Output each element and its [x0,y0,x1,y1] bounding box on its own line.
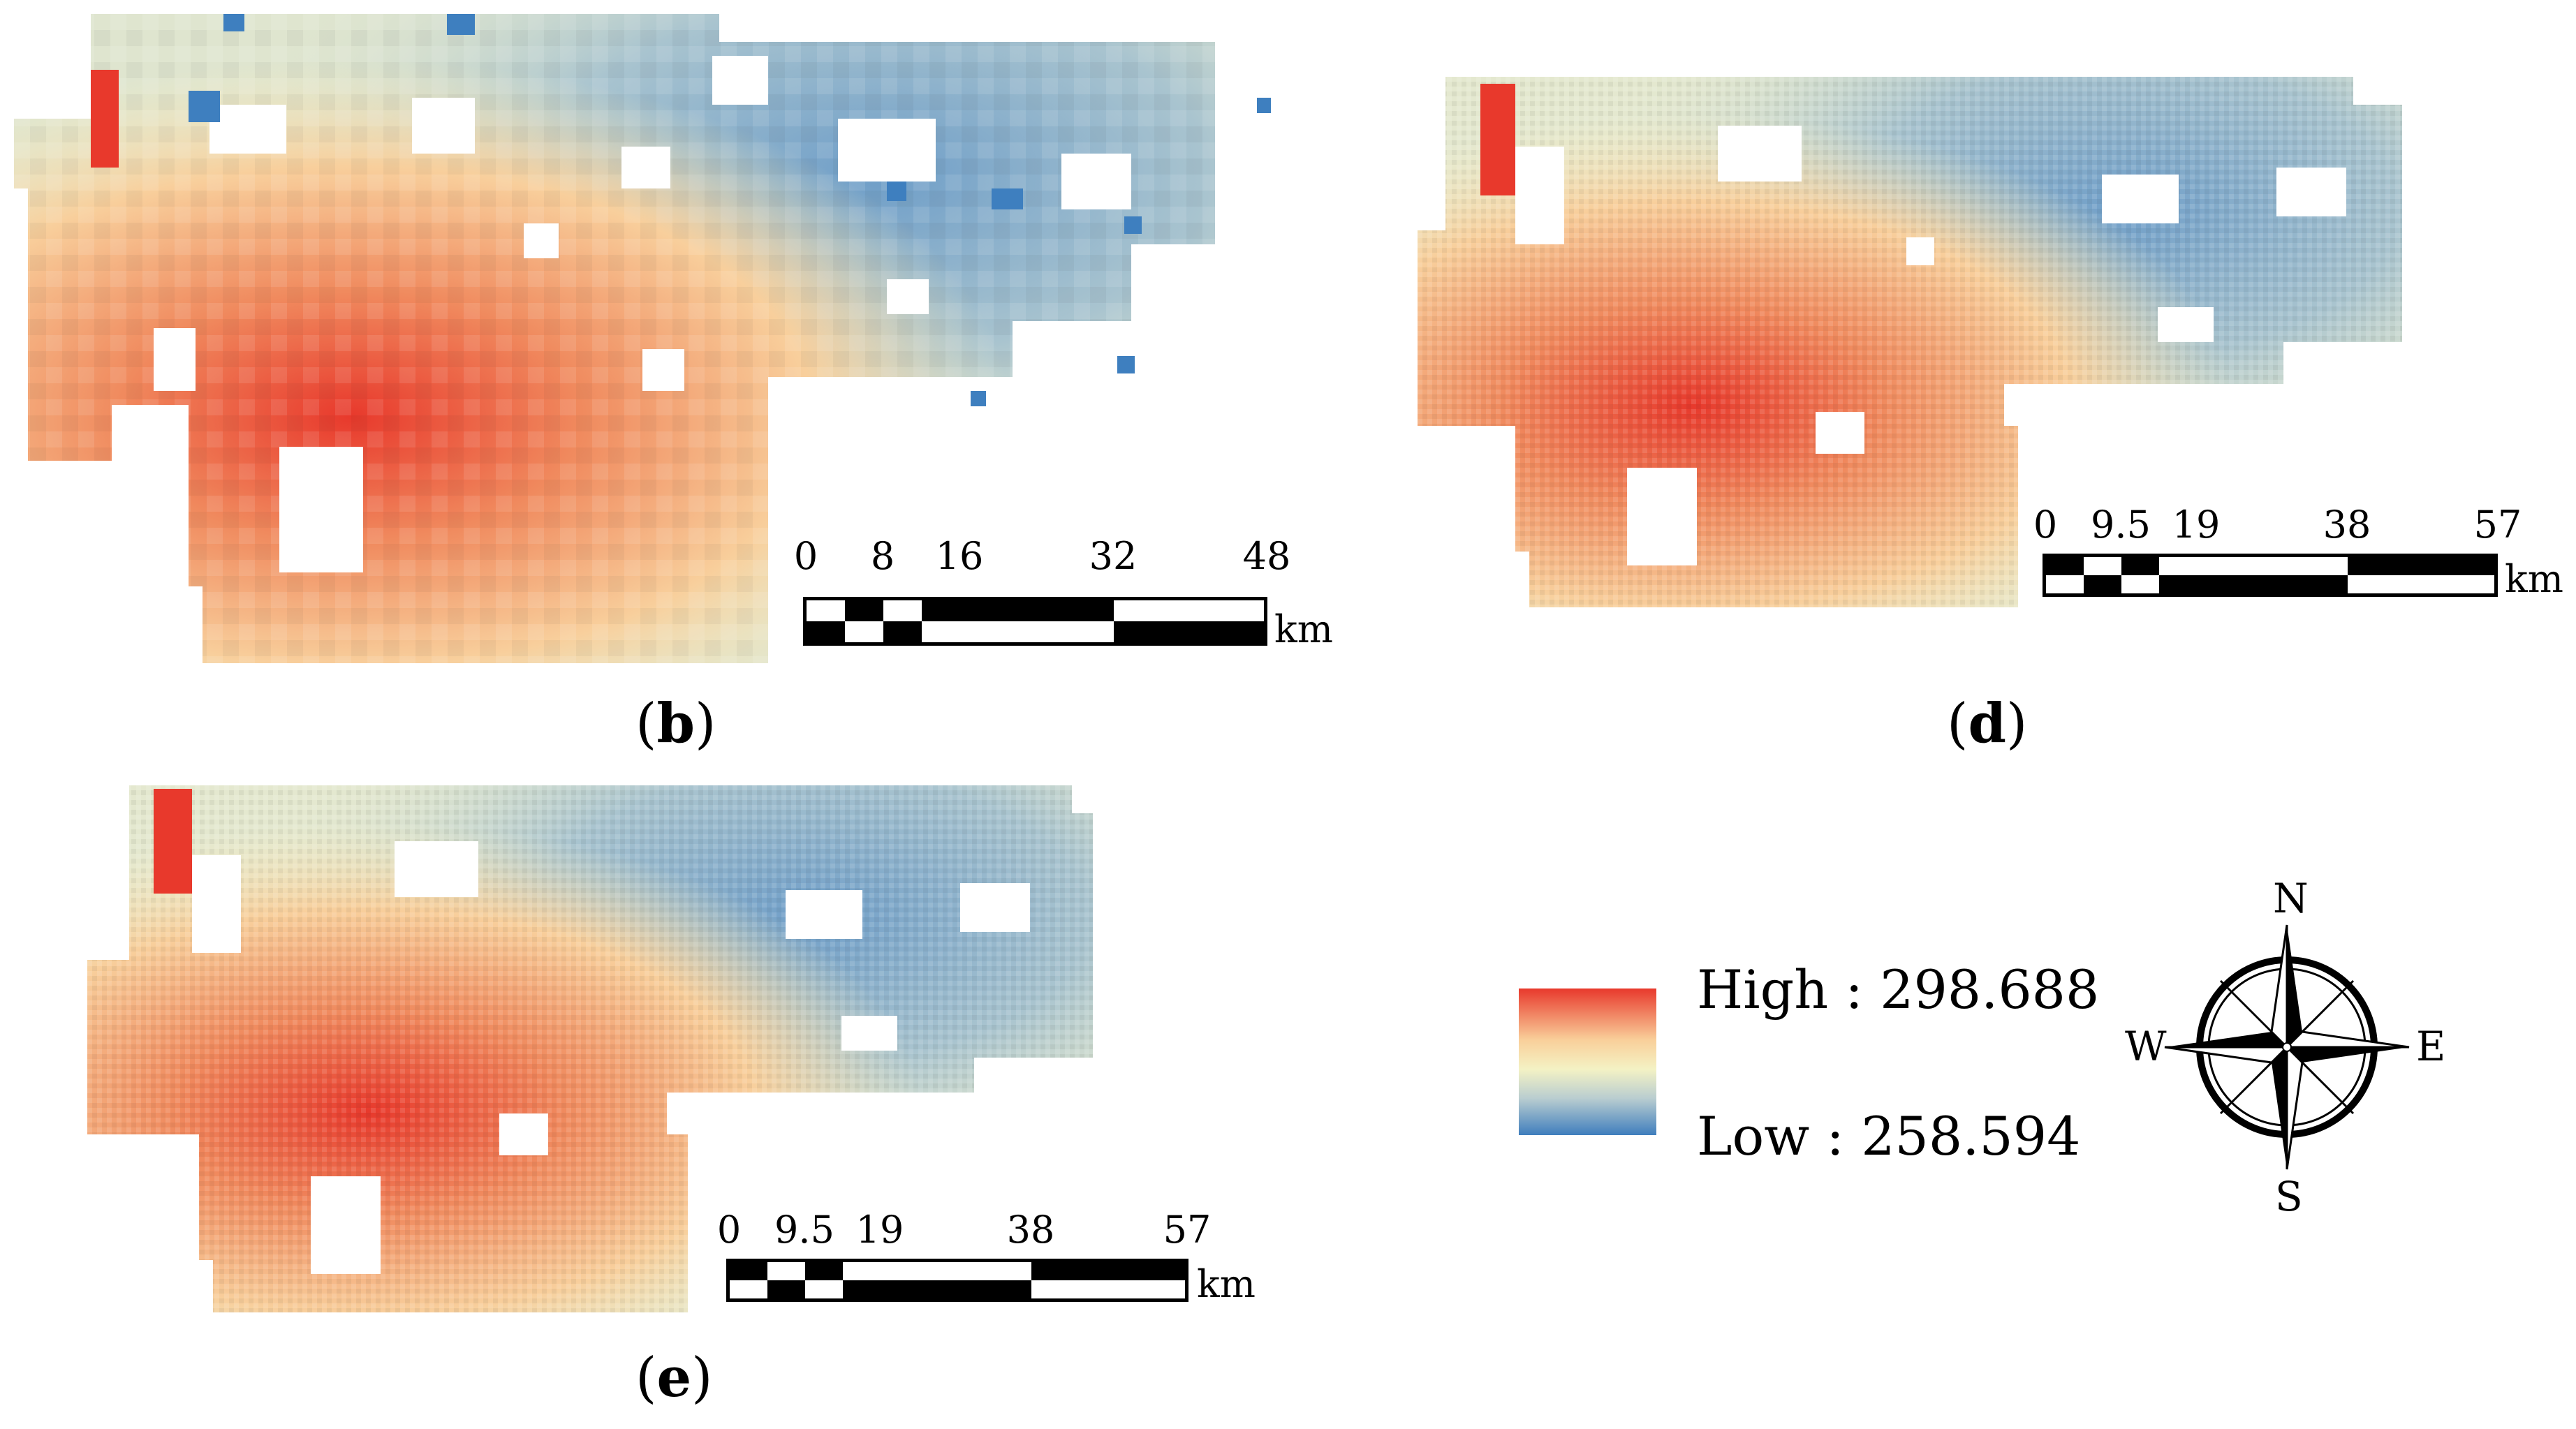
raster-map-e [87,785,1093,1312]
scale-unit: km [1197,1262,1256,1306]
scale-bar-e: 0 9.5 19 38 57 km [717,1208,1257,1316]
scale-tick: 0 [2033,503,2058,547]
scale-tick: 57 [1163,1208,1212,1252]
scale-bar-graphic [2043,554,2498,597]
panel-label-d: (d) [1947,692,2028,755]
scale-unit: km [2505,557,2563,601]
compass-rose-icon [2164,924,2410,1170]
scale-tick: 8 [870,534,895,578]
compass-west-label: W [2125,1023,2167,1070]
legend-color-ramp [1519,989,1656,1135]
scale-bar-d: 0 9.5 19 38 57 km [2033,503,2573,611]
scale-bar-graphic [803,597,1267,646]
scale-unit: km [1274,607,1333,651]
compass-north-label: N [2273,875,2309,922]
compass-south-label: S [2275,1173,2303,1220]
scale-tick: 38 [2323,503,2371,547]
legend-low-label: Low : 258.594 [1697,1105,2081,1167]
scale-tick: 57 [2473,503,2522,547]
map-panel-b [14,14,1271,663]
scale-tick: 19 [2172,503,2221,547]
scale-tick: 19 [855,1208,904,1252]
scale-tick: 38 [1006,1208,1055,1252]
panel-label-b: (b) [635,692,716,755]
panel-label-e: (e) [635,1346,713,1409]
scale-tick: 9.5 [774,1208,834,1252]
scale-tick: 32 [1089,534,1138,578]
scale-bar-b: 0 8 16 32 48 km [794,534,1362,651]
legend-high-label: High : 298.688 [1697,958,2100,1021]
compass-east-label: E [2416,1023,2446,1070]
scale-bar-graphic [726,1259,1188,1302]
map-panel-e [87,785,1135,1316]
compass-rose: N S E W [2125,878,2445,1217]
map-panel-d [1418,77,2542,614]
raster-map-b [14,14,1271,663]
scale-tick: 9.5 [2091,503,2151,547]
scale-tick: 0 [793,534,818,578]
raster-map-d [1418,77,2402,607]
scale-tick: 16 [935,534,984,578]
scale-tick: 0 [716,1208,742,1252]
scale-tick: 48 [1242,534,1291,578]
